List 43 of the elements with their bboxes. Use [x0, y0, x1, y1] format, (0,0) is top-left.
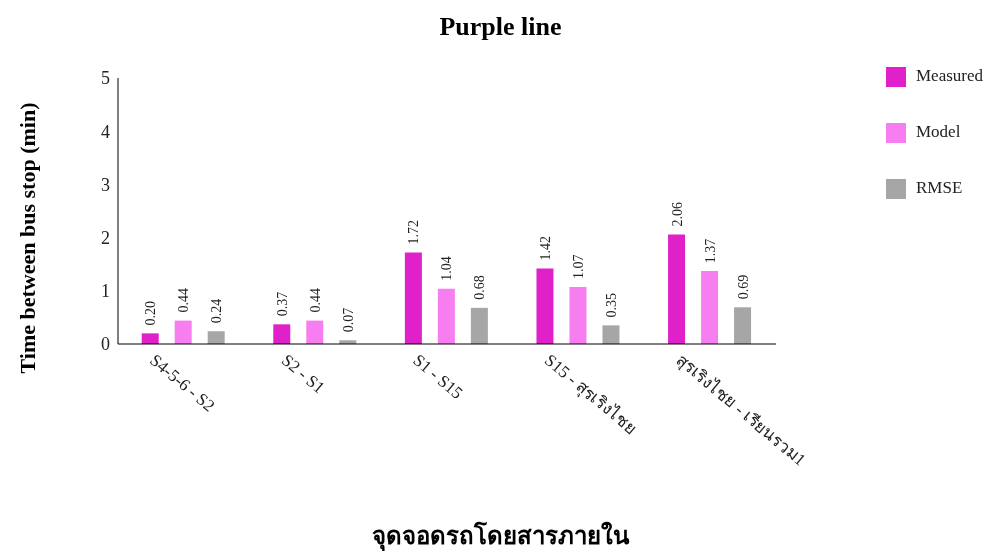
x-axis-title: จุดจอดรถโดยสารภายใน [371, 520, 631, 552]
data-label: 0.07 [340, 307, 356, 333]
y-tick-label: 1 [101, 281, 110, 302]
bar [668, 234, 686, 344]
y-tick-label: 3 [101, 174, 110, 195]
x-tick-label: S2 - S1 [277, 350, 329, 398]
legend-label: Model [915, 122, 961, 141]
data-label: 1.42 [537, 235, 553, 261]
x-tick-label: S1 - S15 [409, 350, 467, 403]
bar [470, 307, 488, 344]
bar [602, 325, 620, 344]
bar [701, 271, 719, 344]
data-label: 0.69 [735, 274, 751, 300]
y-axis-title: Time between bus stop (min) [15, 102, 41, 374]
legend-label: RMSE [915, 178, 963, 197]
bar [404, 252, 422, 344]
data-label: 2.06 [669, 201, 685, 227]
y-tick-label: 5 [101, 68, 110, 89]
legend-label: Measured [915, 66, 983, 85]
y-tick-label: 4 [101, 121, 110, 142]
data-label: 0.35 [603, 292, 619, 318]
bar [207, 331, 225, 344]
y-tick-label: 2 [101, 227, 110, 248]
data-label: 1.04 [439, 256, 455, 281]
data-label: 0.44 [307, 288, 323, 313]
y-tick-label: 0 [101, 334, 110, 355]
bar [437, 288, 455, 344]
data-label: 1.37 [702, 238, 718, 264]
bar [536, 268, 554, 344]
data-label: 1.72 [406, 220, 422, 245]
data-label: 0.20 [143, 300, 159, 326]
bar [569, 287, 587, 344]
bar [141, 333, 159, 344]
bar [273, 324, 291, 344]
chart-title: Purple line [438, 12, 563, 42]
data-label: 0.44 [176, 288, 192, 313]
data-label: 0.37 [274, 291, 290, 317]
data-label: 1.07 [570, 254, 586, 280]
bar [174, 320, 192, 344]
bar [734, 307, 752, 344]
data-label: 0.24 [209, 298, 225, 324]
data-label: 0.68 [472, 275, 488, 300]
bar [306, 320, 324, 344]
